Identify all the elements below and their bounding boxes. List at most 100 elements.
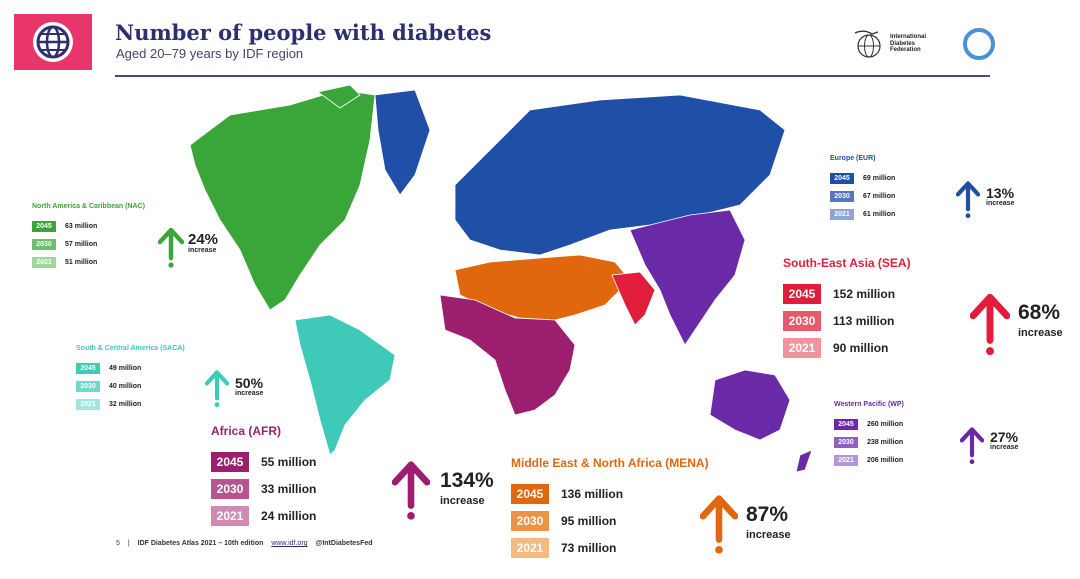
panel-title-nac: North America & Caribbean (NAC)	[32, 203, 145, 210]
row-nac-2021: 2021 51 million	[32, 253, 145, 271]
increase-label: increase	[235, 390, 264, 397]
increase-nac: 24% increase	[158, 228, 218, 268]
row-afr-2045: 2045 55 million	[211, 448, 316, 475]
panel-mena: Middle East & North Africa (MENA) 2045 13…	[511, 456, 709, 561]
panel-eur: Europe (EUR) 2045 69 million 2030 67 milli…	[830, 155, 895, 223]
up-arrow-icon	[970, 294, 1010, 356]
increase-label: increase	[986, 200, 1015, 207]
year-badge: 2045	[834, 418, 858, 430]
page-subtitle: Aged 20–79 years by IDF region	[116, 46, 304, 61]
idf-logo-line-2: Diabetes	[890, 40, 916, 47]
value-label: 40 million	[109, 382, 142, 390]
row-sea-2045: 2045 152 million	[783, 280, 911, 307]
panel-wp: Western Pacific (WP) 2045 260 million 203…	[834, 401, 904, 469]
map-region-saca	[294, 314, 396, 456]
year-badge: 2030	[511, 510, 549, 531]
row-afr-2030: 2030 33 million	[211, 475, 316, 502]
idf-logo-icon	[854, 30, 881, 58]
map-region-afr	[439, 294, 576, 416]
idf-logo: International Diabetes Federation	[852, 24, 942, 64]
value-label: 95 million	[561, 513, 617, 528]
year-badge: 2021	[511, 537, 549, 558]
row-saca-2030: 2030 40 million	[76, 377, 185, 395]
year-badge: 2045	[783, 283, 821, 304]
footer-url-link[interactable]: www.idf.org	[271, 540, 308, 547]
up-arrow-icon	[158, 228, 184, 268]
footer-separator: |	[127, 540, 130, 547]
increase-percent: 68%	[1018, 301, 1061, 324]
year-badge: 2030	[211, 478, 249, 499]
map-region-wp	[629, 209, 746, 346]
increase-percent: 24%	[188, 231, 219, 248]
value-label: 260 million	[867, 420, 904, 428]
year-badge: 2021	[32, 256, 56, 268]
increase-percent: 134%	[440, 469, 494, 492]
row-wp-2030: 2030 238 million	[834, 433, 904, 451]
row-wp-2045: 2045 260 million	[834, 415, 904, 433]
value-label: 49 million	[109, 364, 142, 372]
page-number: 5	[116, 540, 120, 547]
year-badge: 2021	[834, 454, 858, 466]
panel-title-saca: South & Central America (SACA)	[76, 345, 185, 352]
footer: 5 | IDF Diabetes Atlas 2021 – 10th editi…	[116, 540, 379, 547]
idf-logo-line-3: Federation	[890, 47, 921, 54]
increase-wp: 27% increase	[960, 426, 1018, 466]
header-divider	[115, 75, 990, 77]
footer-handle[interactable]: @IntDiabetesFed	[315, 540, 373, 547]
increase-eur: 13% increase	[956, 180, 1014, 220]
panel-nac: North America & Caribbean (NAC) 2045 63 m…	[32, 203, 145, 271]
year-badge: 2030	[783, 310, 821, 331]
row-wp-2021: 2021 206 million	[834, 451, 904, 469]
value-label: 113 million	[833, 313, 895, 328]
row-eur-2045: 2045 69 million	[830, 169, 895, 187]
value-label: 69 million	[863, 174, 896, 182]
increase-label: increase	[1018, 327, 1063, 339]
row-mena-2045: 2045 136 million	[511, 480, 709, 507]
world-map	[189, 84, 813, 473]
year-badge: 2030	[76, 380, 100, 392]
up-arrow-icon	[700, 495, 738, 554]
value-label: 206 million	[867, 456, 904, 464]
value-label: 136 million	[561, 486, 624, 501]
increase-percent: 27%	[990, 429, 1019, 445]
up-arrow-icon	[960, 427, 984, 465]
value-label: 67 million	[863, 192, 896, 200]
footer-source: IDF Diabetes Atlas 2021 – 10th edition	[137, 540, 264, 547]
row-nac-2045: 2045 63 million	[32, 217, 145, 235]
panel-title-mena: Middle East & North Africa (MENA)	[511, 456, 709, 470]
map-region-eur	[454, 94, 786, 256]
panel-title-afr: Africa (AFR)	[211, 424, 282, 438]
value-label: 24 million	[261, 508, 317, 523]
increase-label: increase	[990, 444, 1019, 451]
value-label: 61 million	[863, 210, 896, 218]
globe-icon	[33, 22, 73, 62]
blue-ring-icon	[963, 28, 995, 60]
value-label: 57 million	[65, 240, 98, 248]
year-badge: 2045	[32, 220, 56, 232]
value-label: 63 million	[65, 222, 98, 230]
map-region-wp	[795, 449, 813, 473]
map-region-wp	[709, 369, 791, 441]
map-region-nac	[317, 84, 361, 109]
map-region-eur	[374, 89, 431, 196]
value-label: 33 million	[261, 481, 317, 496]
value-label: 90 million	[833, 340, 889, 355]
row-mena-2030: 2030 95 million	[511, 507, 709, 534]
panel-saca: South & Central America (SACA) 2045 49 mi…	[76, 345, 185, 413]
map-region-sea	[611, 271, 656, 326]
increase-label: increase	[440, 495, 485, 507]
idf-logo-line-1: International	[890, 34, 927, 41]
row-sea-2030: 2030 113 million	[783, 307, 911, 334]
header-globe-badge	[14, 14, 92, 70]
increase-mena: 87% increase	[700, 494, 791, 556]
up-arrow-icon	[956, 181, 980, 219]
panel-title-eur: Europe (EUR)	[830, 155, 876, 162]
value-label: 51 million	[65, 258, 98, 266]
increase-afr: 134% increase	[392, 460, 494, 522]
year-badge: 2045	[76, 362, 100, 374]
year-badge: 2021	[783, 337, 821, 358]
map-region-nac	[189, 89, 376, 311]
row-sea-2021: 2021 90 million	[783, 334, 911, 361]
year-badge: 2045	[511, 483, 549, 504]
row-mena-2021: 2021 73 million	[511, 534, 709, 561]
